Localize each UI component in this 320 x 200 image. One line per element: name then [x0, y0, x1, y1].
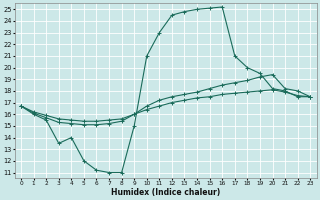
X-axis label: Humidex (Indice chaleur): Humidex (Indice chaleur): [111, 188, 220, 197]
